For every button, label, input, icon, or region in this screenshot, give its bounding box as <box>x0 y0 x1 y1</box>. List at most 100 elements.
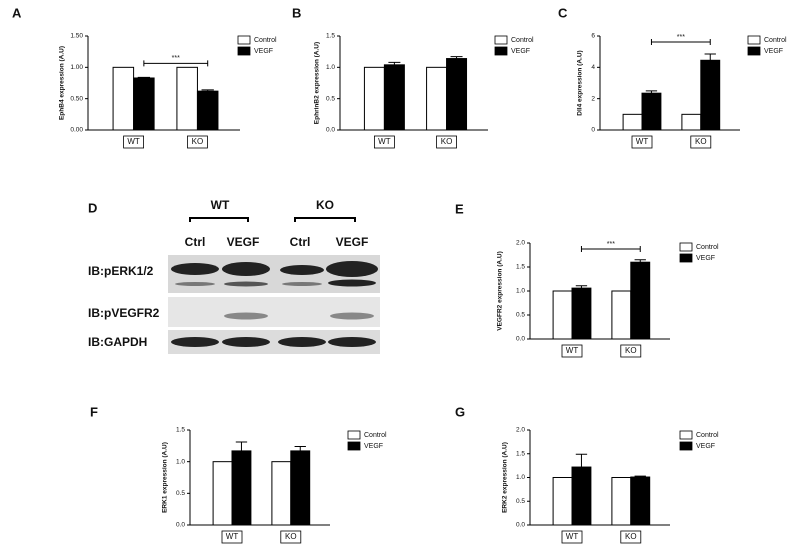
legend-swatch <box>237 46 251 56</box>
error-bar <box>137 76 151 78</box>
x-tick-label: WT <box>127 137 140 146</box>
y-tick-label: 2 <box>591 95 595 102</box>
bar <box>571 466 592 526</box>
legend-label: VEGF <box>511 48 530 55</box>
bar <box>611 290 632 340</box>
y-tick-label: 1.00 <box>70 64 83 71</box>
lane-label: VEGF <box>336 235 369 249</box>
legend-swatch <box>679 430 693 440</box>
bar <box>426 66 448 131</box>
lane-label: Ctrl <box>290 235 311 249</box>
category-box <box>280 530 302 544</box>
blot-strip <box>168 297 380 327</box>
legend-swatch <box>494 35 508 45</box>
y-axis-label: ERK2 expression (A.U) <box>502 442 509 513</box>
error-bar <box>201 89 214 92</box>
group-label: WT <box>211 198 230 212</box>
y-tick-label: 1.50 <box>70 33 83 40</box>
bar <box>552 290 573 340</box>
y-tick-label: 1.0 <box>516 288 525 295</box>
error-bar <box>575 285 588 289</box>
panel-letter: B <box>292 5 301 20</box>
category-box <box>631 135 653 149</box>
legend-swatch <box>679 242 693 252</box>
row-label: IB:GAPDH <box>88 335 147 349</box>
significance-bracket <box>650 39 711 45</box>
bar <box>622 113 643 131</box>
bar <box>641 92 662 131</box>
legend-label: VEGF <box>254 48 273 55</box>
category-box <box>187 135 208 149</box>
y-tick-label: 0.0 <box>516 522 525 529</box>
x-tick-label: KO <box>192 137 204 146</box>
legend-swatch <box>679 253 693 263</box>
legend-label: Control <box>254 37 277 44</box>
legend-swatch <box>494 46 508 56</box>
blot-panel: D WT KO Ctrl VEGF Ctrl VEGF IB:pERK1/2 I… <box>88 198 380 354</box>
bar <box>290 450 311 526</box>
bar <box>611 477 632 526</box>
category-box <box>620 344 642 358</box>
y-tick-label: 0.5 <box>516 498 525 505</box>
bar <box>552 477 573 526</box>
panel-letter: C <box>558 5 568 20</box>
y-tick-label: 0.5 <box>326 95 335 102</box>
bar <box>196 90 219 131</box>
x-tick-label: WT <box>566 532 579 541</box>
legend-label: VEGF <box>696 443 715 450</box>
legend-swatch <box>237 35 251 45</box>
lane-label: Ctrl <box>185 235 206 249</box>
bar <box>271 461 292 526</box>
y-axis-label: EphrinB2 expression (A.U) <box>314 42 321 124</box>
y-tick-label: 1.5 <box>326 33 335 40</box>
error-bar <box>294 445 306 451</box>
significance-bracket <box>580 246 641 252</box>
y-tick-label: 1.0 <box>326 64 335 71</box>
bar <box>383 64 405 131</box>
panel-letter: D <box>88 200 97 215</box>
error-bar <box>645 90 658 94</box>
y-tick-label: 1.0 <box>176 458 185 465</box>
group-label: KO <box>316 198 334 212</box>
category-box <box>620 530 642 544</box>
error-bar <box>575 453 588 468</box>
bar <box>681 113 702 131</box>
legend-label: Control <box>764 37 787 44</box>
x-tick-label: KO <box>285 532 297 541</box>
y-tick-label: 0.50 <box>70 95 83 102</box>
x-tick-label: KO <box>695 137 707 146</box>
y-tick-label: 0 <box>591 127 595 134</box>
legend-swatch <box>679 441 693 451</box>
legend-label: VEGF <box>764 48 783 55</box>
y-tick-label: 1.5 <box>176 427 185 434</box>
panel-letter: F <box>90 404 98 419</box>
category-box <box>373 135 395 149</box>
significance-label: *** <box>172 55 180 62</box>
y-tick-label: 0.0 <box>516 336 525 343</box>
significance-label: *** <box>677 34 685 41</box>
y-tick-label: 6 <box>591 33 595 40</box>
bar <box>176 66 198 131</box>
category-box <box>123 135 144 149</box>
category-box <box>436 135 457 149</box>
legend-label: Control <box>696 432 719 439</box>
y-tick-label: 0.00 <box>70 127 83 134</box>
row-label: IB:pVEGFR2 <box>88 306 160 320</box>
significance-bracket <box>143 60 209 67</box>
y-axis-label: EphB4 expression (A.U) <box>59 46 66 120</box>
error-bar <box>634 475 646 478</box>
bar <box>112 66 135 131</box>
category-box <box>221 530 243 544</box>
y-tick-label: 0.0 <box>176 522 185 529</box>
y-tick-label: 0.5 <box>176 490 185 497</box>
legend-label: VEGF <box>364 443 383 450</box>
x-tick-label: WT <box>226 532 239 541</box>
y-tick-label: 1.5 <box>516 264 525 271</box>
y-tick-label: 1.0 <box>516 474 525 481</box>
bar <box>630 476 651 526</box>
bar <box>630 261 651 340</box>
y-tick-label: 1.5 <box>516 450 525 457</box>
legend-label: VEGF <box>696 255 715 262</box>
